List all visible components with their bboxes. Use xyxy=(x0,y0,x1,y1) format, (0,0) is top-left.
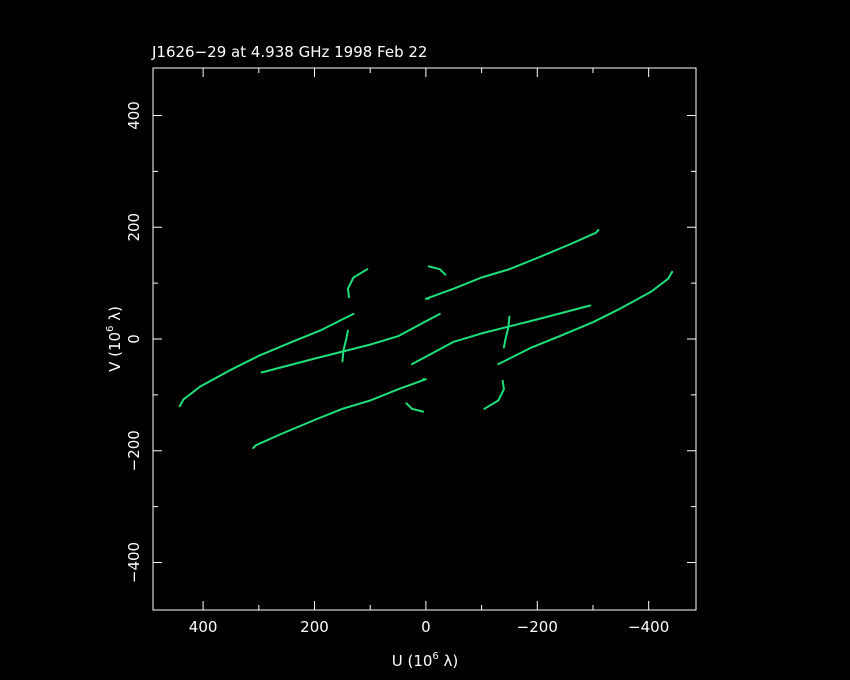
plot-frame xyxy=(152,67,697,611)
x-axis-label-exponent: 6 xyxy=(432,651,438,662)
x-tick-label: 400 xyxy=(189,618,218,636)
y-axis-label-exponent: 6 xyxy=(105,326,116,332)
uv-track-11 xyxy=(341,329,349,363)
x-tick-label: −400 xyxy=(628,618,669,636)
uv-track-6 xyxy=(411,304,592,366)
uv-track-3 xyxy=(424,229,600,300)
axis-ticks: 400 200 0 −200 −400 −400 −200 0 200 400 xyxy=(125,68,696,636)
x-axis-label-unit: λ) xyxy=(439,652,459,670)
uv-track-4 xyxy=(252,378,427,449)
y-tick-label: 200 xyxy=(125,213,143,242)
x-axis-label: U (106 λ) xyxy=(392,651,459,670)
x-axis-label-main: U (10 xyxy=(392,652,433,670)
y-tick-label: −400 xyxy=(125,542,143,583)
uv-tracks xyxy=(178,229,674,449)
y-tick-label: 0 xyxy=(125,334,143,344)
x-tick-label: −200 xyxy=(517,618,558,636)
uv-track-9 xyxy=(427,265,447,276)
uv-track-5 xyxy=(260,312,441,374)
chart-title: J1626−29 at 4.938 GHz 1998 Feb 22 xyxy=(151,43,427,61)
uv-track-12 xyxy=(502,315,511,349)
y-tick-label: 400 xyxy=(125,101,143,130)
y-axis-label-unit: λ) xyxy=(106,306,124,326)
x-tick-label: 0 xyxy=(421,618,431,636)
x-tick-label: 200 xyxy=(300,618,329,636)
y-axis-label-main: V (10 xyxy=(106,332,124,372)
uv-track-7 xyxy=(346,268,369,299)
y-axis-label: V (106 λ) xyxy=(105,306,124,372)
uv-track-2 xyxy=(497,270,674,366)
y-tick-label: −200 xyxy=(125,430,143,471)
uv-track-8 xyxy=(483,379,505,410)
uv-track-1 xyxy=(178,312,355,408)
uv-track-10 xyxy=(405,402,425,413)
